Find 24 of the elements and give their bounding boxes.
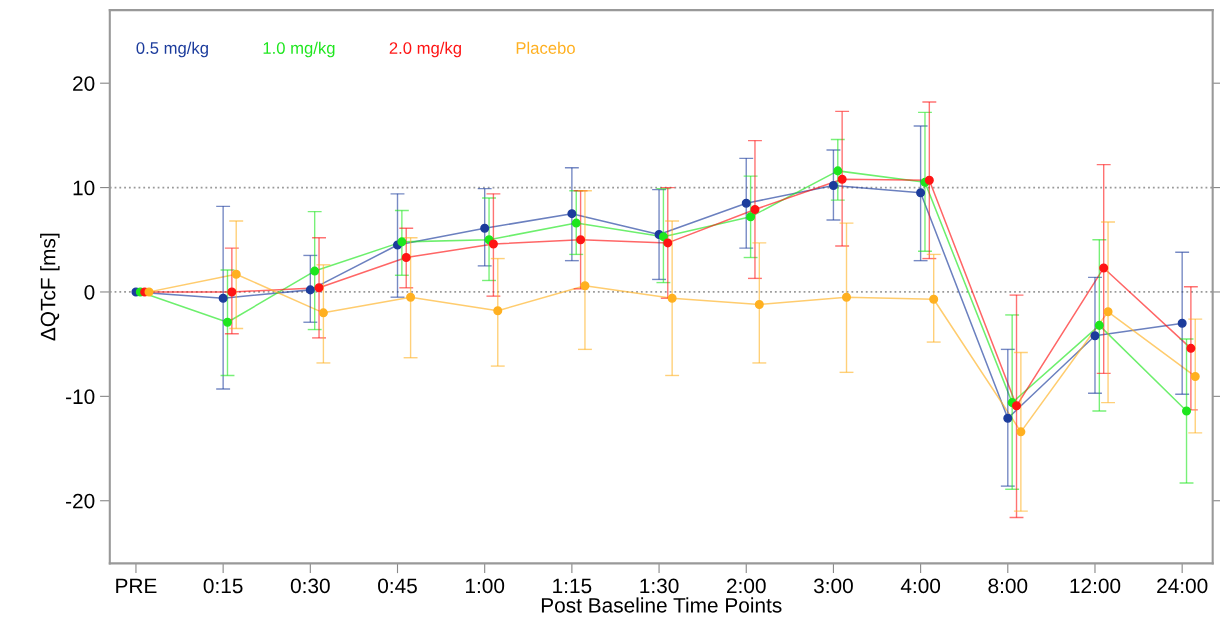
x-tick-label: 0:30 xyxy=(290,578,330,594)
y-tick-label: 20 xyxy=(73,76,95,91)
x-tick-label: 2:00 xyxy=(727,578,766,594)
x-tick-label: 0:15 xyxy=(203,578,243,594)
x-axis-title: Post Baseline Time Points xyxy=(541,597,782,613)
y-tick-label: -20 xyxy=(66,493,95,509)
y-axis-title: ΔQTcF [ms] xyxy=(40,233,60,341)
text: 1.0 mg/kg xyxy=(263,41,335,58)
x-tick-label: 1:15 xyxy=(553,578,592,594)
text: 2.0 mg/kg xyxy=(389,41,461,58)
y-tick-label: 0 xyxy=(84,284,95,300)
x-tick-label: 3:00 xyxy=(813,578,853,594)
x-tick-label: 4:00 xyxy=(900,578,941,594)
y-tick-label: 10 xyxy=(73,180,95,196)
x-tick-label: 0:45 xyxy=(378,578,417,594)
x-tick-label: 1:30 xyxy=(640,578,679,594)
y-tick-label: -10 xyxy=(66,389,95,405)
x-tick-label: PRE xyxy=(116,578,157,594)
x-tick-label: 12:00 xyxy=(1070,578,1121,594)
text: Placebo xyxy=(516,41,575,54)
x-tick-label: 24:00 xyxy=(1157,578,1208,594)
x-tick-label: 1:00 xyxy=(466,578,505,594)
x-tick-label: 8:00 xyxy=(988,578,1028,594)
text: 0.5 mg/kg xyxy=(136,41,208,58)
